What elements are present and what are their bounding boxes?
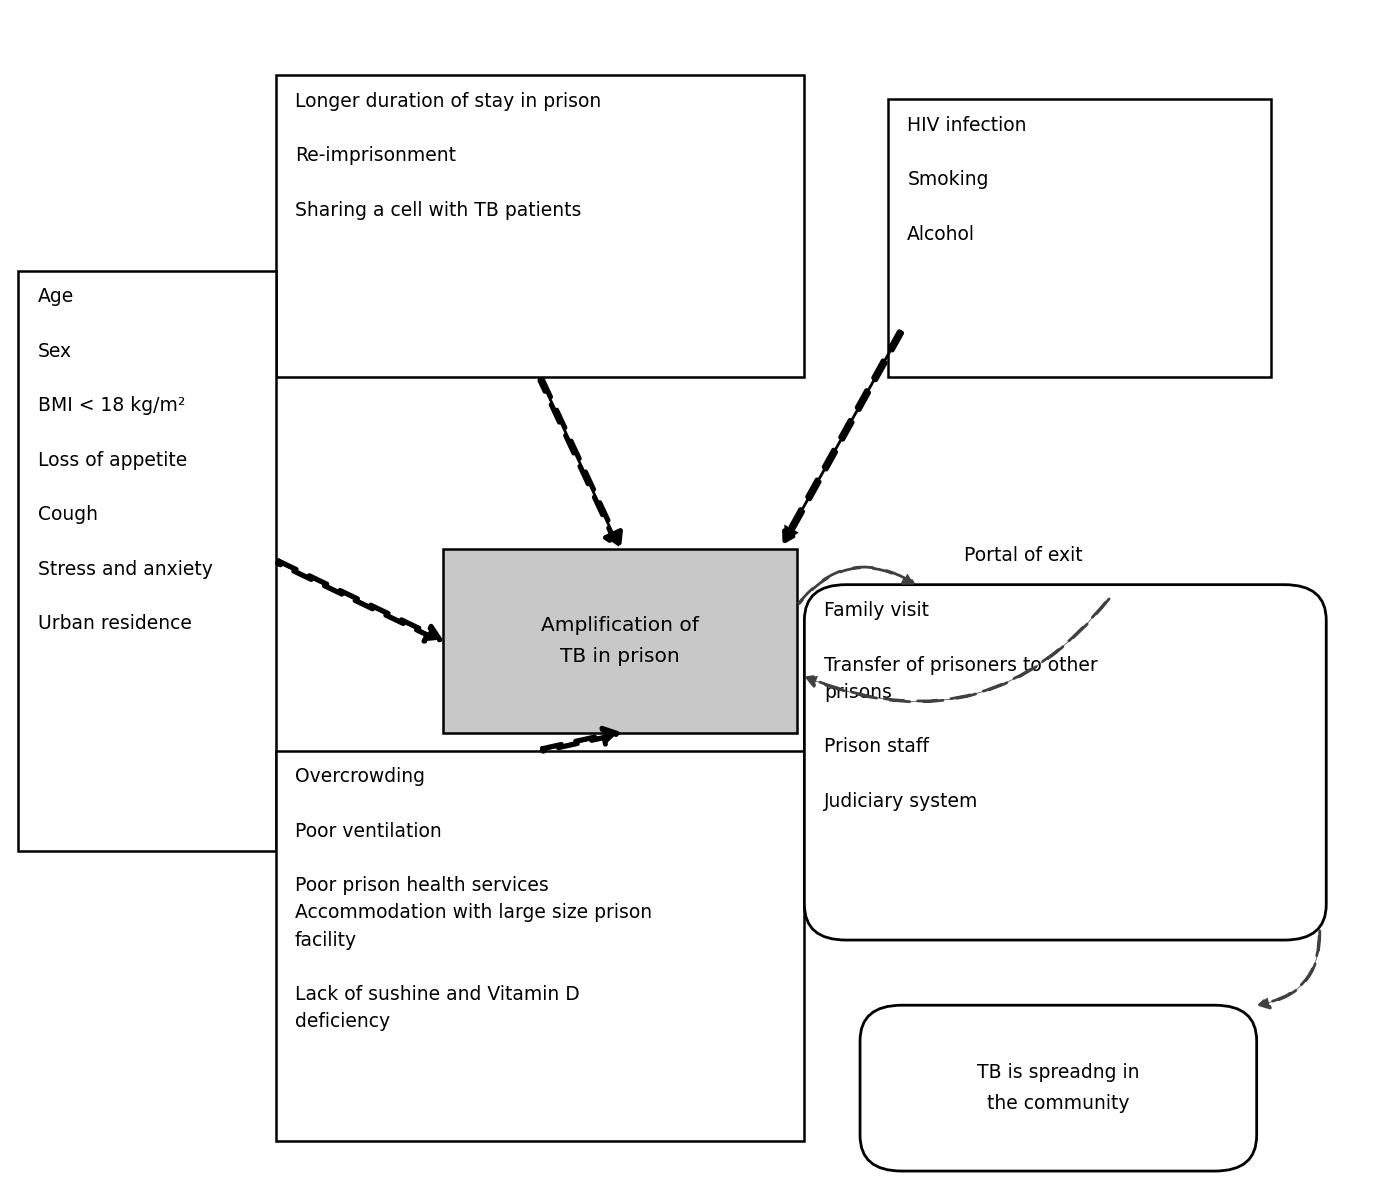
FancyArrowPatch shape	[1260, 931, 1320, 1008]
FancyBboxPatch shape	[18, 271, 276, 851]
Text: Age

Sex

BMI < 18 kg/m²

Loss of appetite

Cough

Stress and anxiety

Urban res: Age Sex BMI < 18 kg/m² Loss of appetite …	[38, 288, 213, 633]
FancyArrowPatch shape	[799, 567, 913, 604]
Text: Amplification of
TB in prison: Amplification of TB in prison	[540, 616, 699, 666]
FancyArrowPatch shape	[277, 561, 440, 642]
FancyArrowPatch shape	[806, 599, 1109, 701]
FancyBboxPatch shape	[888, 99, 1271, 377]
Text: Family visit

Transfer of prisoners to other
prisons

Prison staff

Judiciary sy: Family visit Transfer of prisoners to ot…	[823, 601, 1098, 811]
Text: Portal of exit: Portal of exit	[965, 545, 1084, 564]
Text: HIV infection

Smoking

Alcohol: HIV infection Smoking Alcohol	[907, 116, 1026, 243]
FancyArrowPatch shape	[542, 728, 617, 752]
Text: Overcrowding

Poor ventilation

Poor prison health services
Accommodation with l: Overcrowding Poor ventilation Poor priso…	[295, 767, 652, 1031]
FancyArrowPatch shape	[540, 379, 620, 546]
Text: Longer duration of stay in prison

Re-imprisonment

Sharing a cell with TB patie: Longer duration of stay in prison Re-imp…	[295, 92, 601, 220]
FancyBboxPatch shape	[442, 549, 798, 733]
FancyBboxPatch shape	[276, 750, 805, 1142]
FancyBboxPatch shape	[860, 1006, 1257, 1172]
FancyBboxPatch shape	[805, 585, 1326, 940]
Text: TB is spreadng in
the community: TB is spreadng in the community	[977, 1063, 1140, 1113]
FancyArrowPatch shape	[784, 332, 902, 540]
FancyBboxPatch shape	[276, 75, 805, 377]
